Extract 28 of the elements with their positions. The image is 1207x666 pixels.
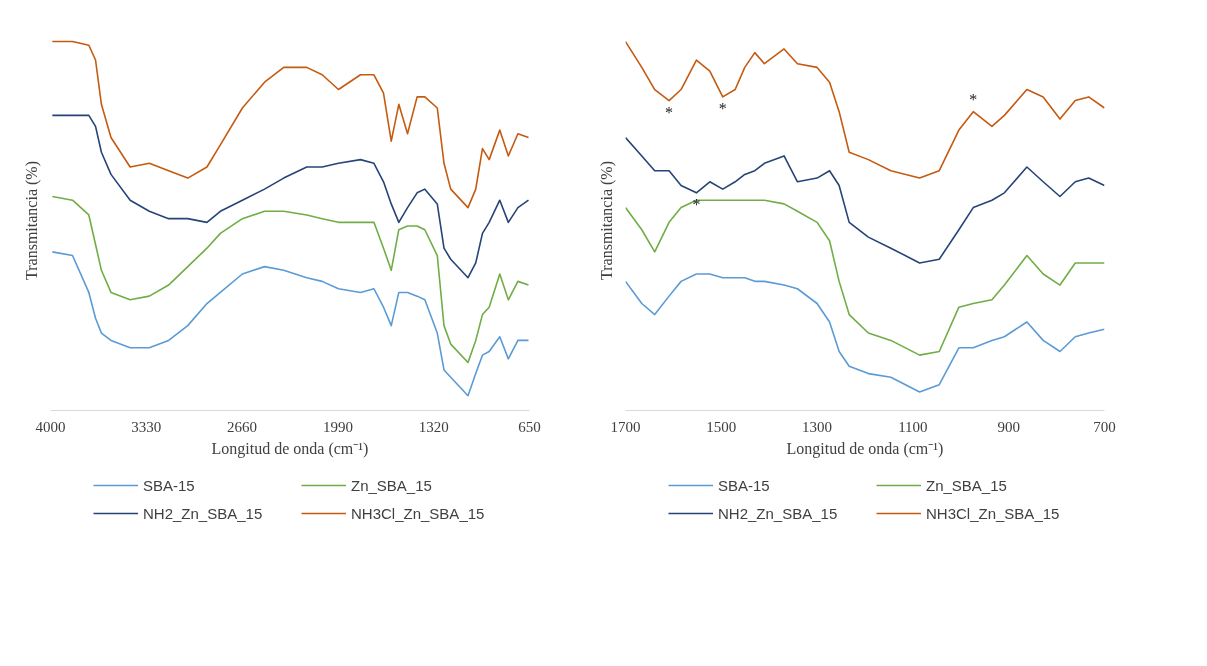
annotation: * bbox=[969, 91, 978, 109]
legend-label: NH2_Zn_SBA_15 bbox=[718, 504, 839, 522]
x-tick-label: 1300 bbox=[802, 418, 833, 435]
legend-label: SBA-15 bbox=[143, 476, 196, 494]
y-axis-title: Transmitancia (%) bbox=[22, 161, 41, 280]
x-tick-label: 650 bbox=[518, 418, 541, 435]
x-tick-label: 3330 bbox=[131, 418, 162, 435]
x-tick-label: 1500 bbox=[706, 418, 737, 435]
x-tick-label: 1100 bbox=[898, 418, 928, 435]
legend-label: NH2_Zn_SBA_15 bbox=[143, 504, 264, 522]
x-tick-label: 1700 bbox=[610, 418, 641, 435]
annotation: * bbox=[692, 196, 701, 214]
legend-label: NH3Cl_Zn_SBA_15 bbox=[926, 504, 1061, 522]
x-tick-label: 2660 bbox=[227, 418, 258, 435]
x-tick-label: 4000 bbox=[35, 418, 66, 435]
x-tick-label: 900 bbox=[997, 418, 1020, 435]
x-axis-title: Longitud de onda (cm⁻¹) bbox=[786, 439, 944, 458]
x-tick-label: 700 bbox=[1093, 418, 1116, 435]
annotation: * bbox=[718, 100, 727, 118]
y-axis-title: Transmitancia (%) bbox=[597, 161, 616, 280]
x-tick-label: 1320 bbox=[418, 418, 449, 435]
x-axis-title: Longitud de onda (cm⁻¹) bbox=[211, 439, 369, 458]
annotation: * bbox=[665, 104, 674, 122]
legend-label: Zn_SBA_15 bbox=[351, 476, 433, 494]
legend-label: Zn_SBA_15 bbox=[926, 476, 1008, 494]
x-tick-label: 1990 bbox=[322, 418, 353, 435]
legend-label: NH3Cl_Zn_SBA_15 bbox=[351, 504, 486, 522]
legend-label: SBA-15 bbox=[718, 476, 771, 494]
